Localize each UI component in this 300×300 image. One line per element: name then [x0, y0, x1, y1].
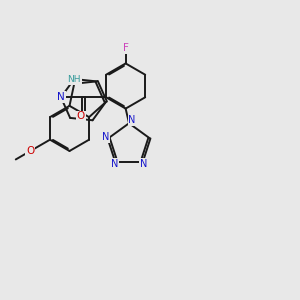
- Text: N: N: [102, 132, 110, 142]
- Text: O: O: [26, 146, 34, 156]
- Text: O: O: [76, 112, 85, 122]
- Text: N: N: [140, 159, 147, 169]
- Text: N: N: [111, 159, 118, 169]
- Text: N: N: [57, 92, 65, 102]
- Text: N: N: [128, 115, 136, 125]
- Text: F: F: [123, 43, 129, 53]
- Text: NH: NH: [68, 75, 81, 84]
